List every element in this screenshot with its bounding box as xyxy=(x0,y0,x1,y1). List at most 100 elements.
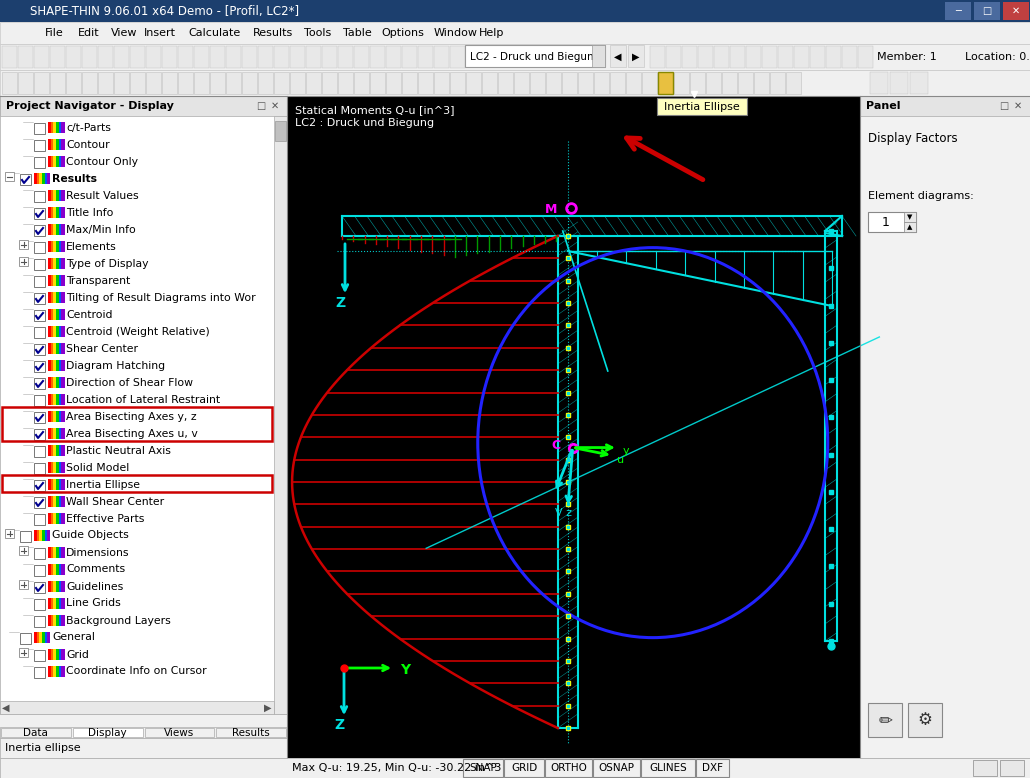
Bar xyxy=(48,224,52,235)
Bar xyxy=(56,207,59,218)
Bar xyxy=(306,46,321,68)
Text: c/t-Parts: c/t-Parts xyxy=(66,122,111,132)
Bar xyxy=(274,46,289,68)
Bar xyxy=(290,72,305,94)
Bar xyxy=(258,72,273,94)
Bar xyxy=(50,649,54,660)
Bar xyxy=(44,173,47,184)
Bar xyxy=(56,547,59,558)
Bar xyxy=(34,667,45,678)
Text: y: y xyxy=(623,446,629,456)
Bar xyxy=(1003,2,1029,20)
Bar xyxy=(909,72,928,94)
Text: Result Values: Result Values xyxy=(66,191,139,201)
Bar xyxy=(50,462,54,473)
Bar xyxy=(54,649,57,660)
Bar xyxy=(34,242,45,253)
Bar xyxy=(48,275,52,286)
Text: Elements: Elements xyxy=(66,241,116,251)
Text: □: □ xyxy=(256,101,266,111)
Text: Max/Min Info: Max/Min Info xyxy=(66,225,136,234)
Bar xyxy=(34,616,45,627)
Bar xyxy=(48,513,52,524)
Text: Inertia Ellipse: Inertia Ellipse xyxy=(664,101,740,111)
Bar xyxy=(641,759,695,777)
Bar xyxy=(50,581,54,592)
Bar xyxy=(54,445,57,456)
Bar xyxy=(810,46,825,68)
Bar xyxy=(2,407,272,441)
Bar xyxy=(34,293,45,304)
Bar xyxy=(54,666,57,677)
Bar xyxy=(62,479,65,490)
Bar xyxy=(54,462,57,473)
Text: Location of Lateral Restraint: Location of Lateral Restraint xyxy=(66,394,220,405)
Bar xyxy=(34,327,45,338)
Bar xyxy=(62,360,65,371)
Text: ─: ─ xyxy=(955,6,961,16)
Bar xyxy=(50,547,54,558)
Bar xyxy=(562,72,577,94)
Bar xyxy=(34,361,45,372)
Text: M: M xyxy=(545,202,557,216)
Bar xyxy=(62,411,65,422)
Bar xyxy=(48,394,52,405)
Bar xyxy=(48,360,52,371)
Bar xyxy=(59,343,62,354)
Bar xyxy=(546,72,561,94)
Bar xyxy=(434,72,449,94)
Bar xyxy=(34,225,45,236)
Bar xyxy=(50,377,54,388)
Bar xyxy=(275,121,286,141)
Text: ▼: ▼ xyxy=(907,214,913,220)
Text: Y: Y xyxy=(400,663,410,677)
Bar xyxy=(34,395,45,406)
Bar xyxy=(37,530,40,541)
Bar xyxy=(54,564,57,575)
Bar xyxy=(54,479,57,490)
Bar xyxy=(48,547,52,558)
Bar xyxy=(47,530,50,541)
Bar xyxy=(54,275,57,286)
Bar xyxy=(54,207,57,218)
Bar xyxy=(50,394,54,405)
Bar xyxy=(34,140,45,151)
Bar xyxy=(56,513,59,524)
Bar xyxy=(50,241,54,252)
Text: Guide Objects: Guide Objects xyxy=(52,531,129,541)
Bar xyxy=(465,45,605,67)
Bar xyxy=(682,46,697,68)
Bar xyxy=(370,72,385,94)
Bar xyxy=(34,497,45,508)
Text: Help: Help xyxy=(478,28,504,38)
Bar xyxy=(722,72,737,94)
Bar xyxy=(62,139,65,150)
Text: ◀: ◀ xyxy=(614,52,622,62)
Bar xyxy=(54,258,57,269)
Bar xyxy=(54,309,57,320)
Bar xyxy=(56,496,59,507)
Text: Display Factors: Display Factors xyxy=(868,131,958,145)
Bar xyxy=(194,46,209,68)
Text: Comments: Comments xyxy=(66,565,125,574)
Bar xyxy=(226,72,241,94)
Bar xyxy=(114,46,129,68)
Bar xyxy=(650,46,665,68)
Bar xyxy=(50,598,54,609)
Text: Centroid: Centroid xyxy=(66,310,112,320)
Text: ▶: ▶ xyxy=(265,703,272,713)
Bar xyxy=(338,46,353,68)
Text: Line Grids: Line Grids xyxy=(66,598,121,608)
Text: Z: Z xyxy=(335,296,345,310)
Bar xyxy=(50,139,54,150)
Bar xyxy=(794,46,809,68)
Bar xyxy=(50,292,54,303)
Bar xyxy=(146,46,161,68)
Bar xyxy=(2,475,272,492)
Bar xyxy=(39,530,42,541)
Text: Dimensions: Dimensions xyxy=(66,548,130,558)
Text: Direction of Shear Flow: Direction of Shear Flow xyxy=(66,377,193,387)
Bar xyxy=(34,412,45,423)
Bar xyxy=(18,72,33,94)
Text: Results: Results xyxy=(232,727,270,738)
